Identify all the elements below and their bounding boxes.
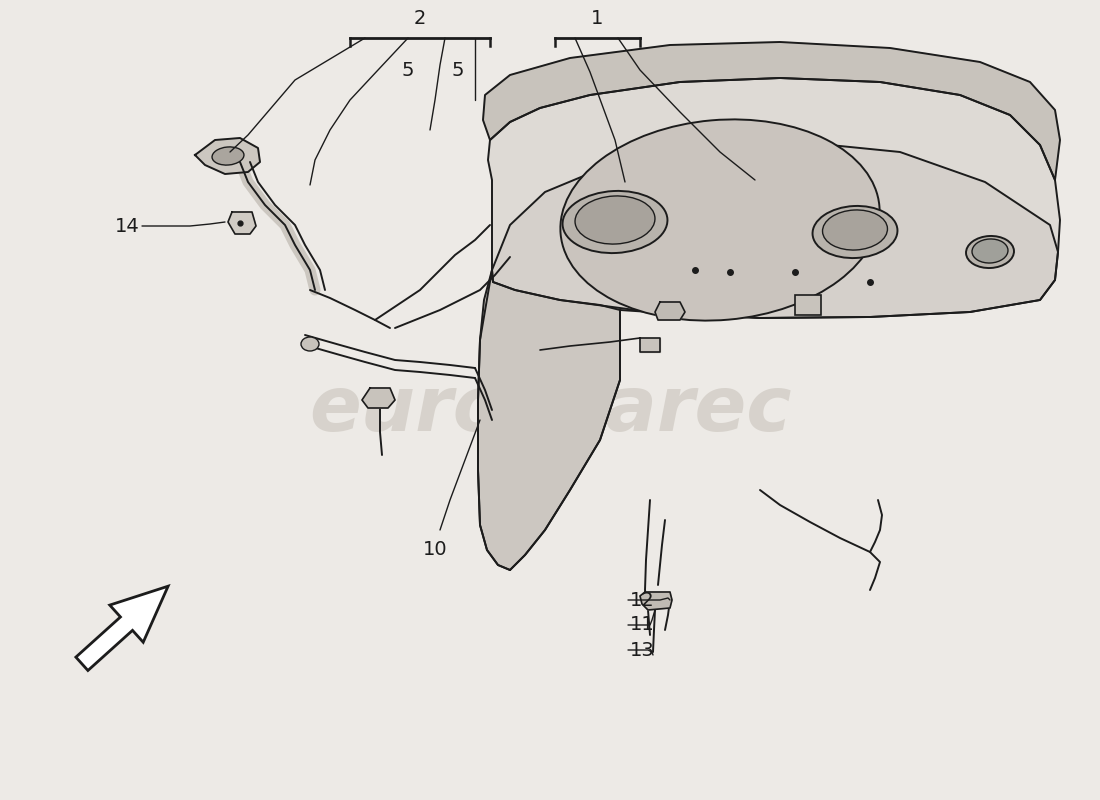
Ellipse shape <box>966 236 1014 268</box>
Ellipse shape <box>301 337 319 351</box>
Polygon shape <box>640 592 672 610</box>
Polygon shape <box>654 302 685 320</box>
Text: 5: 5 <box>402 61 415 79</box>
Text: 13: 13 <box>630 641 654 659</box>
Ellipse shape <box>823 210 888 250</box>
Ellipse shape <box>813 206 898 258</box>
Polygon shape <box>492 142 1058 318</box>
Text: eurosparec: eurosparec <box>309 373 791 447</box>
Polygon shape <box>228 212 256 234</box>
Bar <box>795 295 821 315</box>
Polygon shape <box>478 78 1060 570</box>
Polygon shape <box>195 138 260 174</box>
Text: 10: 10 <box>422 540 448 559</box>
Text: 14: 14 <box>116 217 140 235</box>
Polygon shape <box>362 388 395 408</box>
Text: 11: 11 <box>630 615 654 634</box>
Ellipse shape <box>560 119 880 321</box>
Ellipse shape <box>212 147 244 165</box>
Polygon shape <box>478 270 620 570</box>
Ellipse shape <box>972 239 1008 263</box>
Polygon shape <box>640 338 660 352</box>
Polygon shape <box>483 42 1060 180</box>
Ellipse shape <box>575 196 654 244</box>
Polygon shape <box>76 586 168 670</box>
Text: 5: 5 <box>452 61 464 79</box>
Ellipse shape <box>562 191 668 253</box>
Text: 2: 2 <box>414 9 426 28</box>
Text: 1: 1 <box>591 9 603 28</box>
Text: 12: 12 <box>630 590 654 610</box>
